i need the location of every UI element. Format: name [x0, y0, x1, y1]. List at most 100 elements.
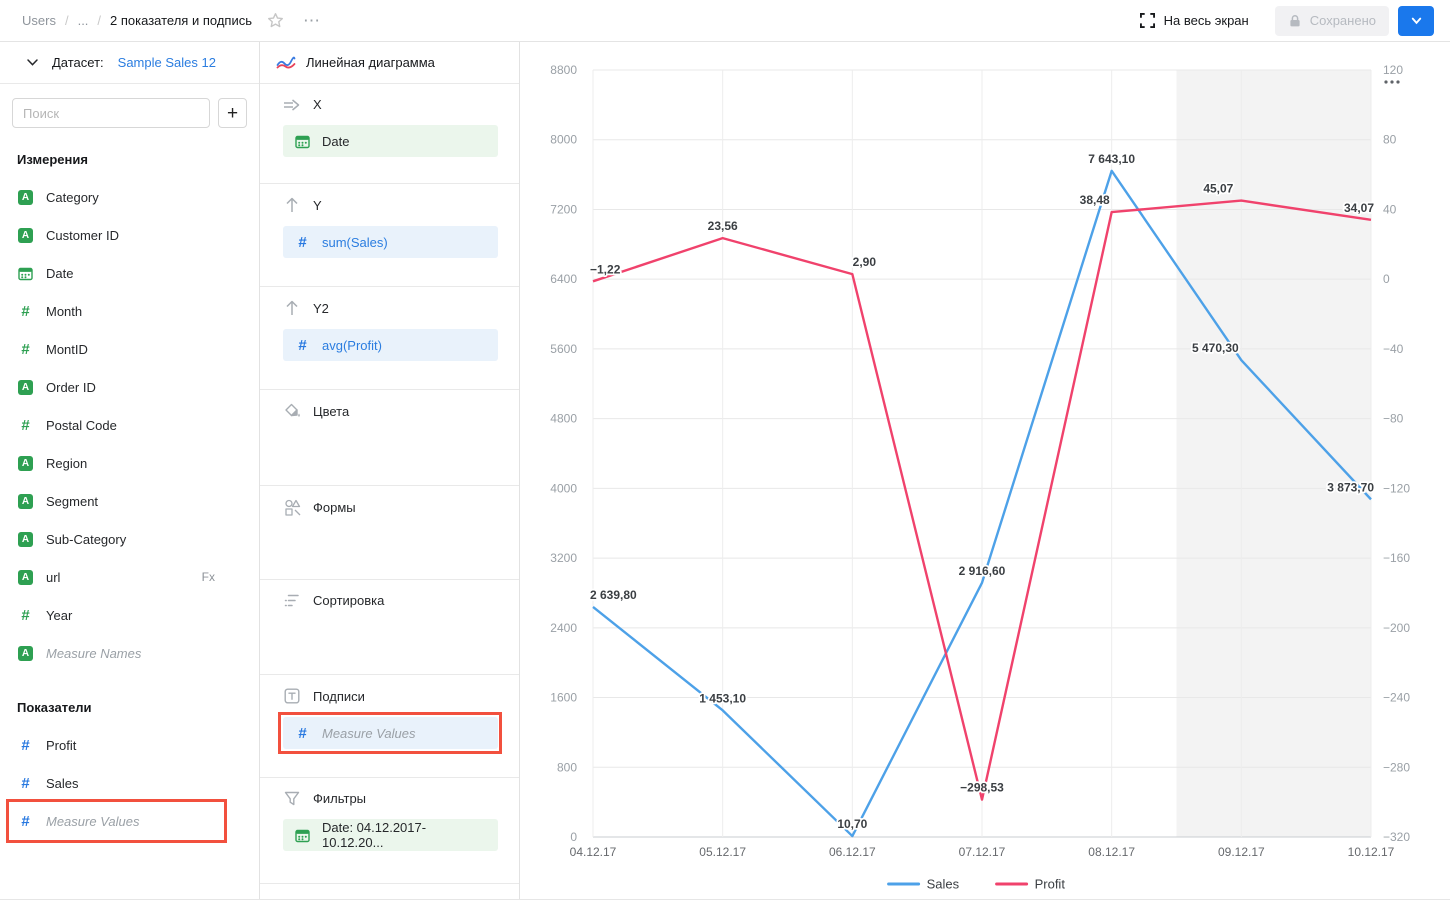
calendar-icon	[295, 828, 310, 843]
data-label-profit: −1,22	[590, 262, 621, 276]
x-field-pill[interactable]: Date	[283, 125, 498, 157]
save-dropdown-button[interactable]	[1398, 5, 1434, 36]
field-item-date[interactable]: Date	[0, 254, 259, 292]
field-label: Sales	[46, 775, 79, 791]
left-axis-tick: 4800	[550, 412, 577, 426]
x-axis-tick: 06.12.17	[829, 845, 876, 859]
y-field-pill[interactable]: # sum(Sales)	[283, 226, 498, 258]
left-axis-tick: 800	[557, 760, 577, 774]
left-axis-tick: 8800	[550, 63, 577, 77]
measures-header: Показатели	[17, 699, 92, 715]
x-axis-tick: 08.12.17	[1088, 845, 1135, 859]
sort-icon	[283, 593, 301, 608]
field-item-segment[interactable]: A Segment	[0, 482, 259, 520]
topbar: Users / ... / 2 показателя и подпись ⋯ Н…	[0, 0, 1450, 42]
legend-item-profit[interactable]: Profit	[995, 877, 1066, 892]
field-item-profit[interactable]: # Profit	[0, 726, 259, 764]
add-field-button[interactable]: +	[218, 98, 247, 128]
right-axis-tick: −160	[1383, 551, 1410, 565]
section-y-label: Y	[313, 197, 322, 213]
right-axis-tick: −120	[1383, 481, 1410, 495]
right-axis-tick: −80	[1383, 412, 1404, 426]
favorite-star-icon[interactable]	[267, 12, 284, 29]
chevron-down-icon	[1411, 17, 1421, 25]
field-item-sales[interactable]: # Sales	[0, 764, 259, 802]
right-axis-tick: −40	[1383, 342, 1404, 356]
chevron-down-icon[interactable]	[25, 55, 40, 70]
field-item-year[interactable]: # Year	[0, 596, 259, 634]
weekend-plot-band	[1176, 70, 1371, 837]
section-colors: Цвета	[260, 390, 519, 486]
x-axis-tick: 05.12.17	[699, 845, 746, 859]
section-colors-label: Цвета	[313, 403, 350, 419]
section-y: Y # sum(Sales)	[260, 184, 519, 287]
left-axis-tick: 4000	[550, 481, 577, 495]
field-label: Month	[46, 303, 83, 319]
search-row: +	[0, 84, 259, 140]
arrow-right-icon	[283, 98, 301, 112]
field-item-measure-names[interactable]: A Measure Names	[0, 634, 259, 672]
breadcrumb-separator: /	[64, 13, 69, 28]
filter-field-pill[interactable]: Date: 04.12.2017-10.12.20...	[283, 819, 498, 851]
section-labels-label: Подписи	[313, 688, 365, 704]
left-axis-tick: 6400	[550, 272, 577, 286]
field-item-region[interactable]: A Region	[0, 444, 259, 482]
field-item-montid[interactable]: # MontID	[0, 330, 259, 368]
left-axis-tick: 3200	[550, 551, 577, 565]
number-type-icon: #	[21, 302, 30, 320]
search-input[interactable]	[12, 98, 210, 128]
data-label-profit: 38,48	[1080, 193, 1110, 207]
saved-label: Сохранено	[1309, 13, 1376, 28]
field-label: MontID	[46, 341, 88, 357]
right-axis-tick: 80	[1383, 133, 1397, 147]
funnel-icon	[283, 791, 301, 806]
dimensions-header: Измерения	[17, 151, 88, 167]
number-type-icon: #	[21, 340, 30, 358]
formula-icon: Fx	[201, 570, 215, 584]
topbar-actions: На весь экран Сохранено	[1139, 5, 1434, 36]
data-label-sales: 5 470,30	[1192, 341, 1239, 355]
fullscreen-button[interactable]: На весь экран	[1139, 13, 1249, 28]
field-item-customer-id[interactable]: A Customer ID	[0, 216, 259, 254]
chart-menu-icon[interactable]	[1384, 80, 1400, 84]
data-label-sales: 2 639,80	[590, 588, 637, 602]
left-axis-tick: 0	[570, 830, 577, 844]
string-type-icon: A	[18, 493, 33, 509]
field-item-measure-values[interactable]: # Measure Values	[0, 799, 259, 843]
dataset-label: Датасет:	[52, 55, 104, 70]
section-filters-label: Фильтры	[313, 791, 367, 806]
right-axis-tick: −320	[1383, 830, 1410, 844]
section-sort: Сортировка	[260, 580, 519, 675]
data-label-profit: 45,07	[1203, 182, 1233, 196]
section-y2-label: Y2	[313, 300, 329, 316]
y2-field-pill[interactable]: # avg(Profit)	[283, 329, 498, 361]
x-axis-tick: 04.12.17	[570, 845, 617, 859]
fullscreen-label: На весь экран	[1163, 13, 1249, 28]
svg-text:Sales: Sales	[927, 877, 960, 892]
section-shapes: Формы	[260, 486, 519, 580]
string-type-icon: A	[18, 569, 33, 585]
breadcrumb-collapsed[interactable]: ...	[77, 13, 89, 28]
series-sales-line	[592, 169, 1372, 838]
measures-list: # Profit # Sales # Measure Values	[0, 726, 259, 843]
dataset-name-link[interactable]: Sample Sales 12	[117, 55, 216, 70]
field-item-postal-code[interactable]: # Postal Code	[0, 406, 259, 444]
number-type-icon: #	[21, 774, 30, 792]
labels-field-pill[interactable]: # Measure Values	[283, 717, 498, 749]
field-item-category[interactable]: A Category	[0, 178, 259, 216]
section-filters: Фильтры Date: 04.12.2017-10.12.20...	[260, 778, 519, 884]
field-item-sub-category[interactable]: A Sub-Category	[0, 520, 259, 558]
field-item-order-id[interactable]: A Order ID	[0, 368, 259, 406]
field-label: Measure Values	[46, 813, 140, 829]
calendar-icon	[18, 266, 33, 281]
legend-item-sales[interactable]: Sales	[887, 877, 960, 892]
chart-area: 0 −320 800 −280 1600 −240 2400 −200 3200 −160 4000…	[520, 42, 1450, 899]
field-item-month[interactable]: # Month	[0, 292, 259, 330]
breadcrumb-root[interactable]: Users	[22, 13, 56, 28]
breadcrumb-more-icon[interactable]: ⋯	[302, 11, 320, 30]
shapes-icon	[283, 499, 301, 516]
chart-type-selector[interactable]: Линейная диаграмма	[260, 42, 519, 84]
saved-button[interactable]: Сохранено	[1274, 5, 1389, 36]
calendar-icon	[295, 134, 310, 149]
